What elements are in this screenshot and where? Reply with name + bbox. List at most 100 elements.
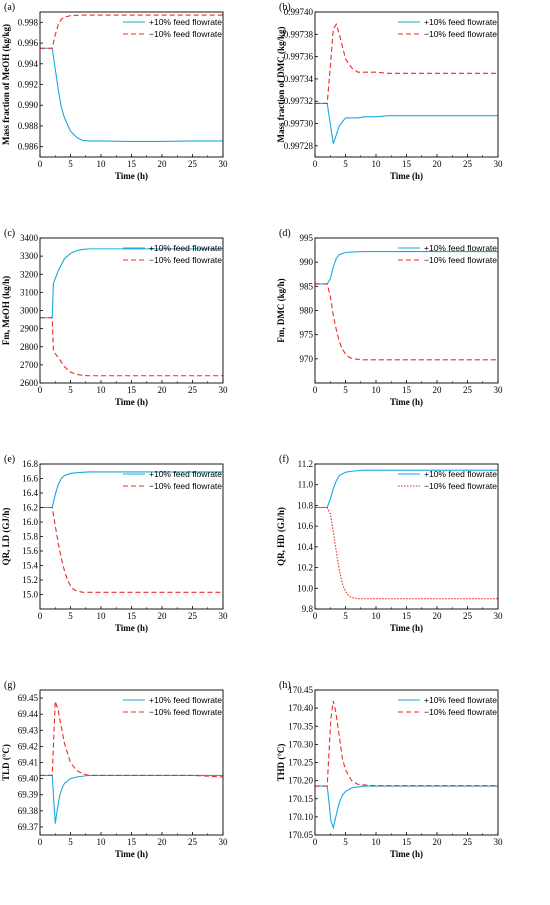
plot-area xyxy=(315,700,498,830)
y-tick-label: 15.2 xyxy=(22,575,38,585)
y-tick-label: 985 xyxy=(300,281,314,291)
series-line-plus10 xyxy=(315,102,498,144)
y-tick-label: 15.4 xyxy=(22,561,38,571)
y-axis-title: Fm, MeOH (kg/h) xyxy=(1,276,11,345)
x-tick-label: 30 xyxy=(219,611,229,621)
legend-label: −10% feed flowrate xyxy=(424,481,497,491)
panel-tag: (d) xyxy=(279,228,291,239)
y-tick-label: 10.8 xyxy=(297,500,313,510)
y-tick-label: 16.4 xyxy=(22,488,38,498)
plot-area xyxy=(315,23,498,144)
x-tick-label: 25 xyxy=(463,385,473,395)
x-tick-label: 25 xyxy=(463,611,473,621)
y-axis-title: QR, HD (GJ/h) xyxy=(276,507,286,566)
x-tick-label: 25 xyxy=(188,837,198,847)
series-line-minus10 xyxy=(40,317,223,377)
series-line-plus10 xyxy=(40,774,223,824)
chart-panel-g: (g) 0 5 10 15 20 25 30 69.37 69.38 69.39 69.40 69.41… xyxy=(1,680,229,859)
legend-label: −10% feed flowrate xyxy=(424,29,497,39)
x-tick-label: 30 xyxy=(219,837,229,847)
y-tick-label: 170.05 xyxy=(288,830,313,840)
x-tick-label: 25 xyxy=(463,837,473,847)
x-axis-title: Time (h) xyxy=(115,623,148,633)
y-tick-label: 2800 xyxy=(20,342,39,352)
y-tick-label: 170.30 xyxy=(288,739,313,749)
series-line-minus10 xyxy=(315,23,498,105)
y-axis-title: THD (°C) xyxy=(276,744,286,782)
series-line-plus10 xyxy=(315,250,498,285)
x-axis-title: Time (h) xyxy=(390,623,423,633)
x-tick-label: 30 xyxy=(219,159,229,169)
y-axis-title: Mass fraction of DMC (kg/kg) xyxy=(276,27,286,143)
series-line-minus10 xyxy=(40,14,223,49)
legend-label: −10% feed flowrate xyxy=(424,707,497,717)
legend-label: −10% feed flowrate xyxy=(149,481,222,491)
y-tick-label: 170.10 xyxy=(288,812,313,822)
y-tick-label: 69.45 xyxy=(18,693,39,703)
legend-label: +10% feed flowrate xyxy=(149,17,222,27)
x-tick-label: 5 xyxy=(68,385,73,395)
y-tick-label: 3300 xyxy=(20,251,39,261)
panel-tag: (c) xyxy=(4,228,15,239)
y-tick-label: 0.986 xyxy=(18,142,39,152)
series-line-minus10 xyxy=(40,506,223,593)
x-tick-label: 25 xyxy=(188,385,198,395)
y-tick-label: 3000 xyxy=(20,306,39,316)
x-tick-label: 15 xyxy=(402,159,412,169)
y-tick-label: 16.8 xyxy=(22,459,38,469)
x-tick-label: 30 xyxy=(494,385,504,395)
series-line-minus10 xyxy=(40,701,223,778)
x-tick-label: 15 xyxy=(402,385,412,395)
chart-panel-a: (a) 0 5 10 15 20 25 30 0.986 0.988 0.990 0.992 0.994… xyxy=(1,2,229,181)
panel-tag: (h) xyxy=(279,680,291,691)
x-tick-label: 0 xyxy=(313,159,318,169)
series-line-plus10 xyxy=(40,248,223,319)
x-tick-label: 30 xyxy=(219,385,229,395)
y-tick-label: 0.992 xyxy=(18,80,38,90)
plot-area xyxy=(40,248,223,377)
panel-tag: (a) xyxy=(4,2,15,13)
x-axis-title: Time (h) xyxy=(115,171,148,181)
x-tick-label: 10 xyxy=(372,611,382,621)
series-line-minus10 xyxy=(315,283,498,361)
y-tick-label: 0.99732 xyxy=(284,96,313,106)
y-tick-label: 0.990 xyxy=(18,100,39,110)
x-tick-label: 20 xyxy=(158,385,168,395)
y-tick-label: 0.994 xyxy=(18,59,39,69)
x-tick-label: 20 xyxy=(158,837,168,847)
y-axis-title: TLD (°C) xyxy=(1,744,11,781)
y-tick-label: 16.6 xyxy=(22,474,38,484)
y-tick-label: 975 xyxy=(300,330,314,340)
x-tick-label: 0 xyxy=(313,385,318,395)
x-tick-label: 20 xyxy=(433,159,443,169)
series-line-minus10 xyxy=(315,506,498,600)
plot-area xyxy=(40,701,223,824)
legend-label: −10% feed flowrate xyxy=(149,707,222,717)
x-tick-label: 30 xyxy=(494,611,504,621)
y-tick-label: 0.99736 xyxy=(284,52,314,62)
y-tick-label: 170.35 xyxy=(288,721,313,731)
y-axis-title: QR, LD (GJ/h) xyxy=(1,508,11,566)
y-tick-label: 11.2 xyxy=(298,459,313,469)
x-tick-label: 15 xyxy=(402,837,412,847)
legend-label: −10% feed flowrate xyxy=(149,29,222,39)
legend-label: +10% feed flowrate xyxy=(424,17,497,27)
chart-panel-b: (b) 0 5 10 15 20 25 30 0.99728 0.99730 0.99732 0.99… xyxy=(276,2,503,181)
y-tick-label: 69.43 xyxy=(18,725,39,735)
y-tick-label: 0.988 xyxy=(18,121,39,131)
x-tick-label: 5 xyxy=(343,837,348,847)
x-tick-label: 10 xyxy=(97,385,107,395)
legend-label: +10% feed flowrate xyxy=(424,469,497,479)
chart-panel-f: (f) 0 5 10 15 20 25 30 9.8 10.0 10.2 10.4 10.6 10.8 11… xyxy=(276,454,504,633)
x-axis-title: Time (h) xyxy=(390,397,423,407)
plot-area xyxy=(40,471,223,593)
series-line-plus10 xyxy=(40,471,223,509)
y-tick-label: 69.38 xyxy=(18,806,39,816)
plot-area xyxy=(315,250,498,361)
x-tick-label: 10 xyxy=(97,611,107,621)
x-tick-label: 20 xyxy=(158,159,168,169)
y-tick-label: 15.0 xyxy=(22,590,38,600)
series-line-plus10 xyxy=(315,785,498,830)
y-tick-label: 990 xyxy=(300,257,314,267)
